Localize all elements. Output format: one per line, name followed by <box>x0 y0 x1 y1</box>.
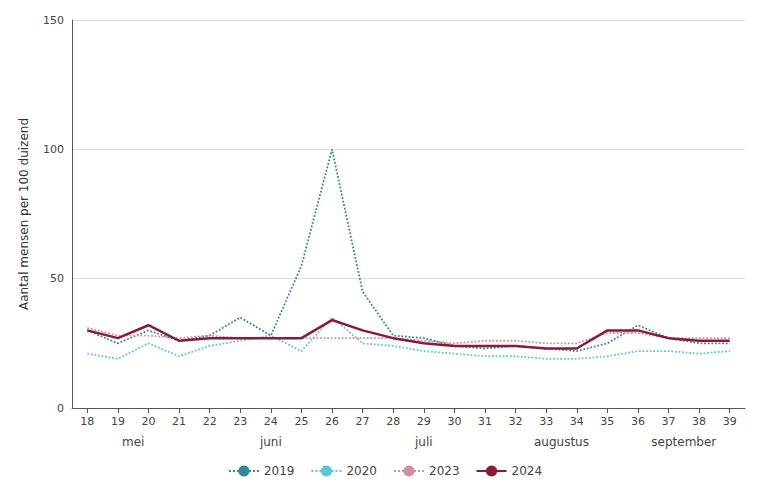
svg-text:20: 20 <box>141 415 155 428</box>
svg-text:27: 27 <box>356 415 370 428</box>
svg-text:21: 21 <box>172 415 186 428</box>
svg-text:Aantal mensen per 100 duizend: Aantal mensen per 100 duizend <box>17 118 31 310</box>
svg-text:30: 30 <box>447 415 461 428</box>
svg-text:34: 34 <box>570 415 584 428</box>
svg-text:35: 35 <box>600 415 614 428</box>
svg-text:50: 50 <box>50 272 64 285</box>
svg-text:100: 100 <box>43 143 64 156</box>
svg-text:39: 39 <box>723 415 737 428</box>
svg-text:33: 33 <box>539 415 553 428</box>
svg-text:24: 24 <box>264 415 278 428</box>
svg-text:september: september <box>651 435 716 449</box>
svg-text:25: 25 <box>294 415 308 428</box>
svg-text:29: 29 <box>417 415 431 428</box>
svg-text:28: 28 <box>386 415 400 428</box>
svg-text:19: 19 <box>111 415 125 428</box>
svg-text:37: 37 <box>662 415 676 428</box>
svg-text:2019: 2019 <box>264 464 295 478</box>
svg-text:juni: juni <box>259 435 282 449</box>
svg-text:23: 23 <box>233 415 247 428</box>
svg-text:36: 36 <box>631 415 645 428</box>
svg-text:22: 22 <box>203 415 217 428</box>
svg-text:augustus: augustus <box>534 435 589 449</box>
svg-text:2023: 2023 <box>429 464 460 478</box>
svg-text:32: 32 <box>509 415 523 428</box>
svg-text:2020: 2020 <box>346 464 377 478</box>
svg-text:18: 18 <box>80 415 94 428</box>
svg-text:2024: 2024 <box>512 464 543 478</box>
svg-text:150: 150 <box>43 14 64 27</box>
svg-text:38: 38 <box>692 415 706 428</box>
svg-text:0: 0 <box>57 402 64 415</box>
svg-text:31: 31 <box>478 415 492 428</box>
svg-text:mei: mei <box>122 435 144 449</box>
svg-text:26: 26 <box>325 415 339 428</box>
svg-text:juli: juli <box>414 435 433 449</box>
